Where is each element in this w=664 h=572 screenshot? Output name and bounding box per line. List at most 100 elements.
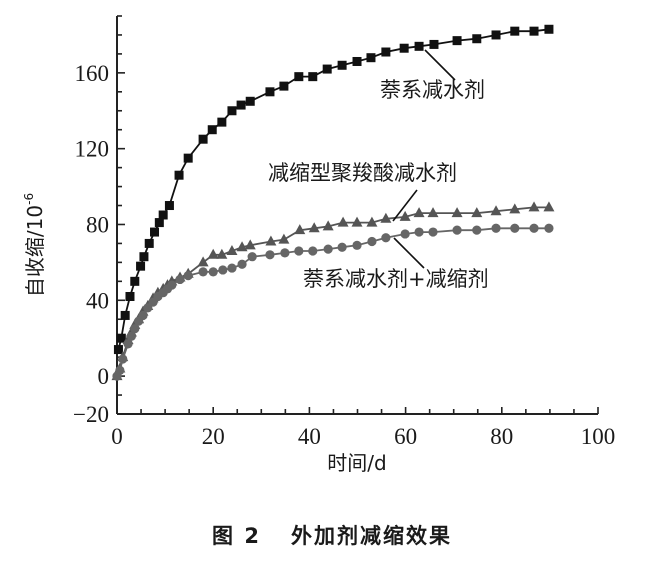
- x-tick-label: 60: [394, 424, 417, 449]
- triangle-marker: [471, 207, 483, 218]
- square-marker: [125, 291, 135, 301]
- circle-marker: [367, 236, 377, 247]
- circle-marker: [294, 246, 304, 256]
- square-marker: [207, 125, 217, 135]
- square-marker: [366, 53, 376, 63]
- x-tick-label: 40: [298, 424, 321, 449]
- square-marker: [198, 134, 208, 144]
- square-marker: [150, 227, 160, 237]
- series-line: [116, 227, 549, 377]
- annotation-shrinkage-reducing-pce: 减缩型聚羧酸减水剂: [268, 161, 457, 185]
- circle-marker: [208, 267, 218, 277]
- y-tick-label: 0: [98, 364, 110, 389]
- square-marker: [452, 36, 462, 46]
- svg-text:时间/d: 时间/d: [327, 451, 386, 475]
- circle-marker: [452, 225, 462, 235]
- x-tick-label: 100: [581, 424, 616, 449]
- square-marker: [154, 218, 164, 228]
- circle-marker: [247, 252, 257, 262]
- square-marker: [491, 30, 501, 40]
- square-marker: [381, 47, 391, 57]
- y-axis-title-exponent: -6: [22, 193, 36, 205]
- circle-marker: [544, 223, 554, 233]
- x-axis-title: 时间/d: [327, 451, 386, 475]
- square-marker: [136, 261, 146, 271]
- circle-marker: [428, 227, 438, 237]
- triangle-marker: [337, 216, 349, 227]
- circle-marker: [337, 242, 347, 252]
- triangle-marker: [197, 256, 209, 267]
- series-line: [116, 206, 549, 377]
- figure-caption-text: 外加剂减缩效果: [290, 524, 452, 548]
- square-marker: [529, 26, 539, 36]
- circle-marker: [138, 310, 148, 321]
- triangle-marker: [427, 207, 439, 218]
- circle-marker: [472, 225, 482, 235]
- triangle-marker: [294, 224, 306, 235]
- circle-marker: [352, 240, 362, 250]
- y-tick-label: 120: [75, 137, 110, 162]
- square-marker: [116, 333, 126, 343]
- square-marker: [120, 310, 130, 320]
- square-marker: [399, 43, 409, 53]
- circle-marker: [529, 223, 539, 233]
- triangle-marker: [528, 201, 540, 212]
- square-marker: [217, 117, 227, 127]
- circle-marker: [280, 248, 290, 258]
- triangle-marker: [278, 233, 290, 244]
- svg-text:自收缩/10-6: 自收缩/10-6: [22, 193, 47, 297]
- square-marker: [158, 210, 168, 220]
- annotation-naphthalene: 萘系减水剂: [380, 78, 485, 102]
- triangle-marker: [366, 216, 378, 227]
- triangle-marker: [244, 239, 256, 250]
- square-marker: [337, 60, 347, 70]
- annotation-naphthalene-plus-sra: 萘系减水剂+减缩剂: [303, 267, 489, 291]
- square-marker: [510, 26, 520, 36]
- square-marker: [113, 345, 123, 355]
- circle-marker: [265, 250, 275, 260]
- square-marker: [322, 64, 332, 74]
- annotation-layer: 萘系减水剂 减缩型聚羧酸减水剂 萘系减水剂+减缩剂: [268, 49, 489, 291]
- square-marker: [265, 87, 275, 97]
- circle-marker: [510, 223, 520, 233]
- circle-marker: [175, 274, 185, 285]
- triangle-marker: [380, 212, 392, 223]
- triangle-marker: [226, 245, 238, 256]
- square-marker: [245, 96, 255, 106]
- circle-marker: [167, 280, 177, 290]
- triangle-marker: [451, 207, 463, 218]
- triangle-marker: [236, 241, 248, 252]
- circle-marker: [130, 324, 140, 334]
- figure-number: 图 2: [212, 524, 261, 548]
- square-marker: [236, 100, 246, 110]
- square-marker: [164, 201, 174, 211]
- square-marker: [472, 34, 482, 44]
- circle-marker: [308, 246, 318, 256]
- series-layer: [111, 24, 555, 381]
- y-tick-label: 160: [75, 61, 110, 86]
- leader-line-naphthalene-plus-sra: [393, 237, 425, 269]
- square-marker: [352, 56, 362, 66]
- circle-marker: [381, 233, 391, 243]
- triangle-marker: [543, 201, 555, 212]
- circle-marker: [491, 223, 501, 233]
- triangle-marker: [265, 235, 277, 246]
- y-tick-label: −20: [73, 402, 109, 427]
- y-tick-label: 40: [86, 288, 109, 313]
- y-tick-label: 80: [86, 212, 109, 237]
- x-tick-label: 20: [202, 424, 225, 449]
- triangle-marker: [207, 248, 219, 259]
- square-marker: [139, 252, 149, 262]
- circle-marker: [323, 244, 333, 254]
- circle-marker: [198, 267, 208, 277]
- circle-marker: [118, 354, 128, 364]
- circle-marker: [126, 331, 137, 341]
- triangle-marker: [413, 207, 425, 218]
- triangle-marker: [509, 203, 521, 214]
- square-marker: [279, 81, 289, 91]
- series-square: [113, 24, 554, 355]
- square-marker: [429, 39, 439, 49]
- triangle-marker: [399, 210, 411, 221]
- square-marker: [183, 153, 193, 163]
